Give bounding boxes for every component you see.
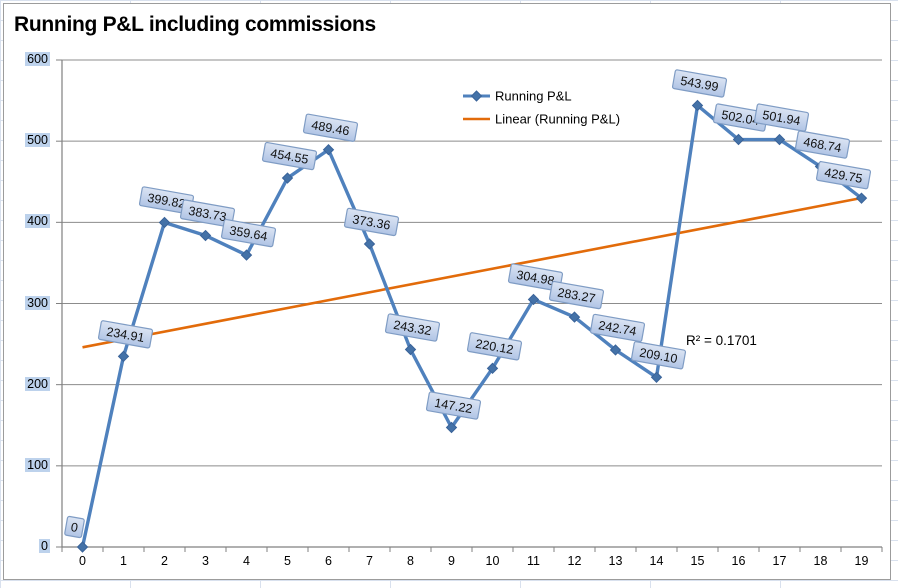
series-line[interactable] xyxy=(80,103,864,549)
data-point-marker[interactable] xyxy=(609,344,622,356)
chart-object[interactable]: Running P&L including commissions 0 234.… xyxy=(3,3,891,580)
data-point-marker[interactable] xyxy=(281,172,294,184)
data-label[interactable]: 0 xyxy=(64,515,85,539)
x-axis-tick-label[interactable]: 8 xyxy=(407,554,414,568)
data-label[interactable]: 373.36 xyxy=(343,207,400,237)
data-point-marker[interactable] xyxy=(117,350,130,363)
x-axis-tick-label[interactable]: 9 xyxy=(448,554,455,568)
x-axis-tick-label[interactable]: 13 xyxy=(608,554,623,568)
svg-text:209.10: 209.10 xyxy=(638,346,678,366)
data-point-marker[interactable] xyxy=(650,371,663,383)
data-label[interactable]: 502.04 xyxy=(712,103,769,132)
data-point-marker[interactable] xyxy=(445,421,458,434)
x-axis-tick-label[interactable]: 18 xyxy=(813,554,828,568)
x-axis-tick-label[interactable]: 3 xyxy=(202,554,209,568)
svg-text:468.74: 468.74 xyxy=(802,135,842,155)
y-axis-tick-label[interactable]: 400 xyxy=(25,214,50,229)
data-label[interactable]: 304.98 xyxy=(507,263,564,292)
svg-text:283.27: 283.27 xyxy=(556,285,596,305)
data-label[interactable]: 468.74 xyxy=(794,130,851,159)
y-axis-tick-label[interactable]: 0 xyxy=(39,539,50,553)
data-point-marker[interactable] xyxy=(732,133,745,146)
svg-text:454.55: 454.55 xyxy=(269,146,309,166)
svg-text:242.74: 242.74 xyxy=(597,318,637,338)
y-axis-tick-label[interactable]: 600 xyxy=(25,52,50,66)
data-point-marker[interactable] xyxy=(855,192,868,204)
y-axis-tick-label[interactable]: 100 xyxy=(25,457,50,472)
svg-text:399.82: 399.82 xyxy=(146,191,186,211)
svg-text:234.91: 234.91 xyxy=(105,325,145,345)
svg-text:243.32: 243.32 xyxy=(392,318,432,338)
data-point-marker[interactable] xyxy=(363,238,376,250)
plot-area[interactable]: 0 234.91 399.82 383.73 359.64 454.55 489… xyxy=(4,4,890,579)
data-label[interactable]: 283.27 xyxy=(548,280,605,310)
data-point-marker[interactable] xyxy=(322,144,335,156)
data-point-marker[interactable] xyxy=(199,229,212,242)
x-axis-tick-label[interactable]: 12 xyxy=(567,554,582,568)
svg-text:147.22: 147.22 xyxy=(433,396,473,416)
legend-marker-icon xyxy=(470,90,483,102)
x-axis-tick-label[interactable]: 0 xyxy=(79,554,86,568)
svg-text:429.75: 429.75 xyxy=(823,165,863,185)
r-squared-annotation[interactable]: R² = 0.1701 xyxy=(686,333,757,348)
svg-text:501.94: 501.94 xyxy=(761,108,801,128)
data-point-marker[interactable] xyxy=(691,99,704,112)
data-point-marker[interactable] xyxy=(486,362,499,375)
legend-entry-linear[interactable]: Linear (Running P&L) xyxy=(463,112,620,127)
chart-title[interactable]: Running P&L including commissions xyxy=(14,13,376,36)
svg-text:220.12: 220.12 xyxy=(474,337,514,357)
data-point-marker[interactable] xyxy=(404,343,417,356)
data-label[interactable]: 429.75 xyxy=(815,161,872,190)
x-axis-tick-label[interactable]: 6 xyxy=(325,554,332,568)
data-point-marker[interactable] xyxy=(568,311,581,323)
data-label[interactable]: 242.74 xyxy=(589,313,646,343)
data-label[interactable]: 454.55 xyxy=(261,141,318,171)
x-axis-tick-label[interactable]: 5 xyxy=(284,554,291,568)
data-point-marker[interactable] xyxy=(527,293,540,306)
svg-text:Linear (Running P&L): Linear (Running P&L) xyxy=(495,112,620,127)
x-axis-tick-label[interactable]: 15 xyxy=(690,554,705,568)
data-label[interactable]: 399.82 xyxy=(138,186,195,215)
svg-text:489.46: 489.46 xyxy=(310,118,350,138)
svg-text:543.99: 543.99 xyxy=(679,74,719,94)
x-axis-tick-label[interactable]: 19 xyxy=(854,554,869,568)
x-axis-tick-label[interactable]: 10 xyxy=(485,554,500,568)
data-label[interactable]: 489.46 xyxy=(302,113,359,142)
data-label[interactable]: 359.64 xyxy=(220,218,277,248)
data-label[interactable]: 543.99 xyxy=(671,69,728,98)
data-label[interactable]: 383.73 xyxy=(179,199,236,228)
x-axis-tick-label[interactable]: 4 xyxy=(243,554,250,568)
y-axis-tick-label[interactable]: 200 xyxy=(25,376,50,391)
x-axis-tick-label[interactable]: 7 xyxy=(366,554,373,568)
svg-text:502.04: 502.04 xyxy=(720,108,760,128)
data-label[interactable]: 243.32 xyxy=(384,313,441,342)
data-label[interactable]: 501.94 xyxy=(753,103,810,132)
svg-text:304.98: 304.98 xyxy=(515,268,555,288)
svg-text:373.36: 373.36 xyxy=(351,212,391,232)
x-axis-tick-label[interactable]: 1 xyxy=(120,554,127,568)
svg-text:383.73: 383.73 xyxy=(187,204,227,224)
x-axis-tick-label[interactable]: 11 xyxy=(527,554,540,568)
data-point-marker[interactable] xyxy=(773,133,786,146)
svg-text:359.64: 359.64 xyxy=(228,223,268,243)
x-axis-tick-label[interactable]: 2 xyxy=(161,554,168,568)
trendline[interactable] xyxy=(82,196,862,349)
legend-entry-running-pl[interactable]: Running P&L xyxy=(463,89,572,104)
data-point-marker[interactable] xyxy=(158,216,171,229)
x-axis-tick-label[interactable]: 16 xyxy=(731,554,746,568)
data-label[interactable]: 147.22 xyxy=(425,391,482,420)
data-label[interactable]: 234.91 xyxy=(97,320,154,349)
y-axis-tick-label[interactable]: 300 xyxy=(25,295,50,310)
data-point-marker[interactable] xyxy=(76,541,89,553)
svg-text:Running P&L: Running P&L xyxy=(495,89,572,104)
y-axis-tick-label[interactable]: 500 xyxy=(25,133,50,148)
data-point-marker[interactable] xyxy=(240,249,253,261)
svg-text:0: 0 xyxy=(70,520,79,535)
data-label[interactable]: 220.12 xyxy=(466,332,523,361)
x-axis-tick-label[interactable]: 14 xyxy=(649,554,664,568)
x-axis-tick-label[interactable]: 17 xyxy=(772,554,787,568)
data-label[interactable]: 209.10 xyxy=(630,341,687,370)
